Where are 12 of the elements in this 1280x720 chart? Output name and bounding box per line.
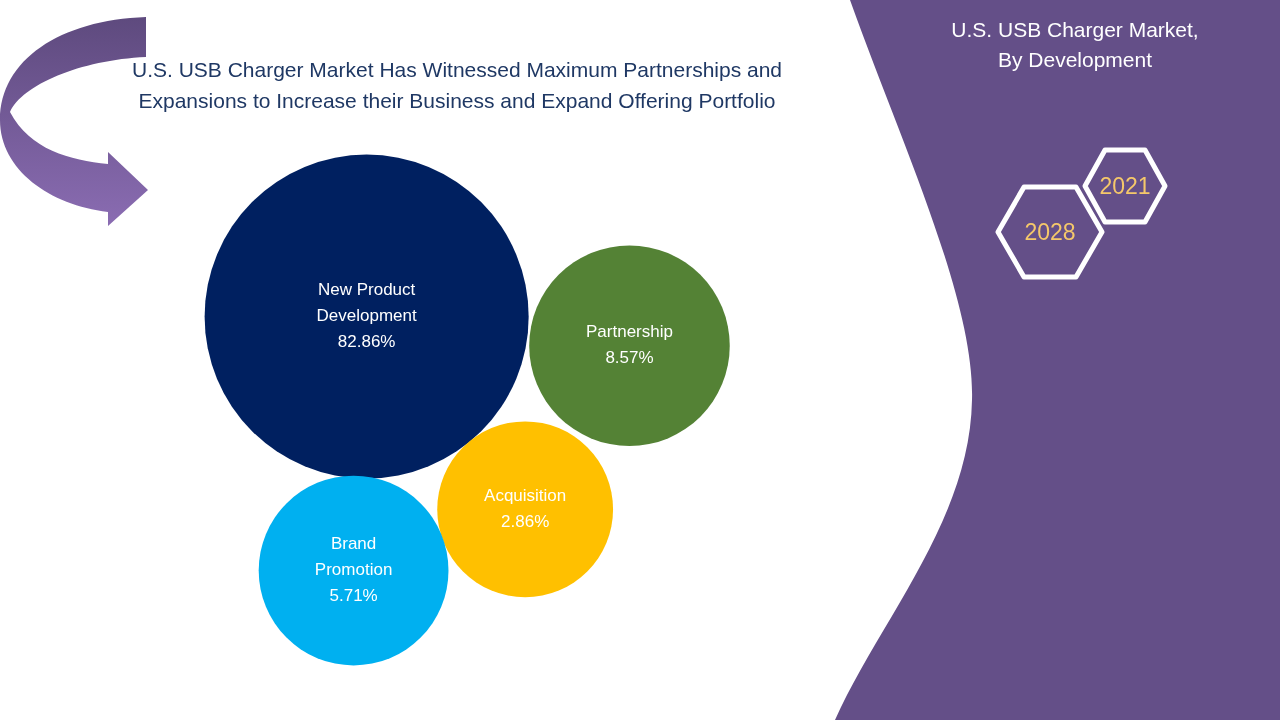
text: 2028 [1023,218,1077,247]
category-label: Partnership [586,322,673,342]
category-label: Brand Promotion [314,534,393,580]
text: 2021 [1098,172,1152,201]
data-label: 82.86% [337,332,396,352]
category-label: Acquisition [484,486,567,505]
data-label: 8.57% [605,348,654,368]
category-label: New Product Development [316,280,417,326]
data-label: 5.71% [329,586,378,606]
data-label: 2.86% [501,512,550,531]
text: U.S. USB Charger Market, By Development [950,17,1200,73]
text: U.S. USB Charger Market Has Witnessed Maximum Partnerships and Expansions to Increase their Business and Expand Offering Portfolio [130,57,784,114]
